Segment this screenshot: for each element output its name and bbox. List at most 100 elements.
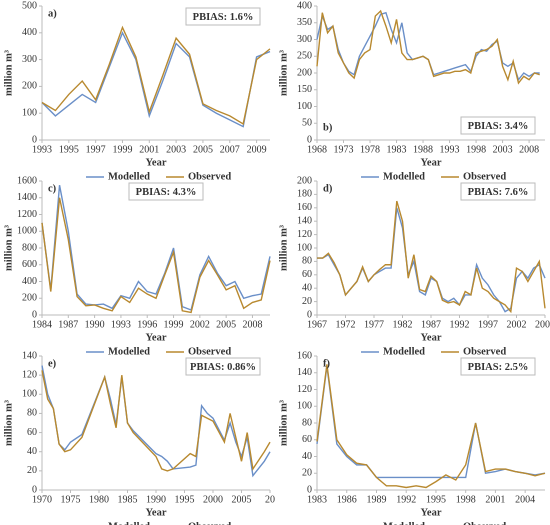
x-tick-label: 1993: [440, 144, 460, 155]
x-tick-label: 2005: [216, 319, 236, 330]
annotation-box: [460, 116, 536, 135]
legend-label: Modelled: [383, 171, 425, 182]
x-tick-label: 1992: [396, 494, 416, 505]
x-axis-label: Year: [146, 157, 167, 168]
x-tick-label: 1990: [146, 494, 166, 505]
y-tick-label: 140: [22, 350, 37, 361]
panel-label: f): [323, 358, 330, 369]
x-tick-label: 2007: [220, 144, 240, 155]
series-line: [317, 200, 546, 314]
y-tick-label: 150: [297, 84, 312, 95]
x-tick-label: 2008: [242, 319, 262, 330]
x-tick-label: 2001: [139, 144, 159, 155]
x-tick-label: 1967: [307, 319, 327, 330]
panel: 0 200 400 600 800 1000 1200 1400 1600 1984 1987 199…: [3, 175, 271, 357]
x-tick-label: 1995: [59, 144, 79, 155]
x-tick-label: 1973: [334, 144, 354, 155]
y-tick-label: 60: [302, 434, 312, 445]
x-tick-label: 1983: [387, 144, 407, 155]
legend-label: Observed: [188, 346, 231, 357]
x-axis-label: Year: [146, 332, 167, 343]
x-tick-label: 1998: [466, 144, 486, 155]
annotation-box: [185, 357, 261, 376]
series-line: [316, 11, 540, 82]
x-axis-label: Year: [146, 507, 167, 518]
y-tick-label: 300: [22, 54, 37, 65]
x-tick-label: 1986: [337, 494, 357, 505]
x-tick-label: 2008: [519, 144, 539, 155]
y-tick-label: 20: [302, 296, 312, 307]
y-tick-label: 120: [297, 229, 312, 240]
x-tick-label: 2004: [515, 494, 535, 505]
x-tick-label: 2005: [193, 144, 213, 155]
y-tick-label: 100: [297, 242, 312, 253]
y-tick-label: 160: [297, 202, 312, 213]
y-tick-label: 800: [22, 242, 37, 253]
y-tick-label: 0: [307, 309, 312, 320]
series-line: [316, 365, 546, 479]
x-tick-label: 1987: [421, 319, 441, 330]
x-tick-label: 2001: [485, 494, 505, 505]
series-line: [41, 185, 271, 311]
legend-label: Observed: [188, 171, 231, 182]
y-tick-label: 50: [302, 118, 312, 129]
y-tick-label: 80: [27, 408, 37, 419]
y-tick-label: 400: [22, 27, 37, 38]
x-tick-label: 2005: [232, 494, 252, 505]
y-tick-label: 400: [297, 0, 312, 11]
legend-label: Observed: [463, 346, 506, 357]
y-tick-label: 500: [22, 0, 37, 11]
annotation: PBIAS: 1.6%: [193, 12, 254, 23]
panel-label: d): [323, 183, 333, 194]
x-tick-label: 1993: [111, 319, 131, 330]
y-tick-label: 60: [27, 427, 37, 438]
x-tick-label: 1968: [307, 144, 327, 155]
x-tick-label: 2002: [507, 319, 527, 330]
x-tick-label: 1970: [32, 494, 52, 505]
series-line: [41, 370, 271, 472]
y-tick-label: 100: [22, 107, 37, 118]
y-axis-label: million m³: [278, 50, 289, 96]
x-axis-label: Year: [421, 507, 442, 518]
y-tick-label: 600: [22, 259, 37, 270]
y-tick-label: 200: [22, 293, 37, 304]
x-tick-label: 1995: [175, 494, 195, 505]
y-tick-label: 140: [297, 215, 312, 226]
y-tick-label: 300: [297, 34, 312, 45]
y-tick-label: 100: [297, 101, 312, 112]
y-tick-label: 200: [297, 175, 312, 186]
y-axis-label: million m³: [278, 225, 289, 271]
y-tick-label: 100: [297, 401, 312, 412]
y-tick-label: 40: [27, 446, 37, 457]
y-tick-label: 40: [302, 282, 312, 293]
x-tick-label: 1999: [164, 319, 184, 330]
y-tick-label: 200: [297, 67, 312, 78]
panel-label: c): [48, 183, 57, 194]
x-tick-label: 2007: [535, 319, 550, 330]
y-tick-label: 100: [22, 389, 37, 400]
annotation: PBIAS: 0.86%: [190, 362, 256, 373]
y-tick-label: 1400: [17, 192, 37, 203]
legend-label: Modelled: [383, 346, 425, 357]
y-tick-label: 20: [302, 468, 312, 479]
annotation: PBIAS: 7.6%: [468, 187, 529, 198]
x-tick-label: 2009: [247, 144, 267, 155]
x-tick-label: 1997: [86, 144, 106, 155]
x-axis-label: Year: [421, 157, 442, 168]
x-tick-label: 1992: [450, 319, 470, 330]
x-tick-label: 1993: [32, 144, 52, 155]
x-tick-label: 1989: [366, 494, 386, 505]
x-tick-label: 1978: [360, 144, 380, 155]
y-tick-label: 1600: [17, 175, 37, 186]
panel-label: b): [323, 122, 333, 133]
x-tick-label: 2003: [166, 144, 186, 155]
x-axis-label: Year: [421, 332, 442, 343]
y-axis-label: million m³: [278, 400, 289, 446]
panel-label: a): [48, 8, 57, 19]
y-tick-label: 0: [307, 484, 312, 495]
y-tick-label: 60: [302, 269, 312, 280]
y-tick-label: 40: [302, 451, 312, 462]
y-tick-label: 20: [27, 465, 37, 476]
annotation: PBIAS: 4.3%: [136, 187, 197, 198]
